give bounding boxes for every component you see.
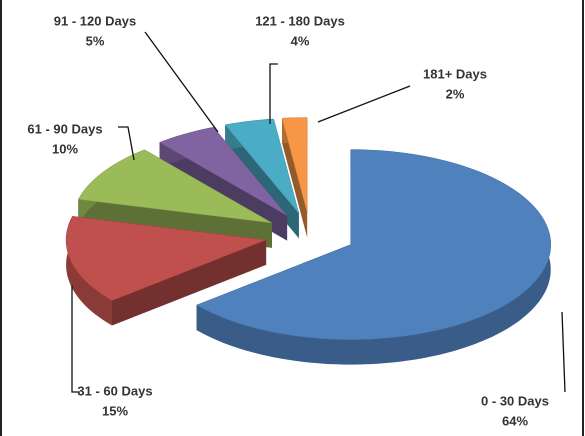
- slice-wall: [196, 149, 551, 365]
- leader-line: [561, 311, 566, 393]
- leader-line: [317, 85, 411, 123]
- leader-line: [118, 126, 135, 161]
- category-label: 61 - 90 Days: [27, 121, 102, 136]
- slice-wall: [66, 216, 112, 326]
- value-label: 4%: [291, 33, 310, 48]
- pie-slice: [196, 149, 551, 365]
- category-label: 0 - 30 Days: [481, 393, 549, 408]
- pie: [65, 117, 551, 365]
- category-label: 181+ Days: [423, 66, 487, 81]
- slice-top: [196, 149, 551, 340]
- leader-line: [71, 285, 80, 393]
- category-label: 121 - 180 Days: [255, 13, 345, 28]
- slice-top: [65, 216, 267, 301]
- leader-line: [144, 31, 219, 133]
- slice-top: [224, 118, 300, 214]
- value-label: 10%: [52, 141, 78, 156]
- category-label: 31 - 60 Days: [77, 383, 152, 398]
- data-labels: 0 - 30 Days 64% 31 - 60 Days 15% 61 - 90 Day…: [27, 13, 549, 428]
- slice-side: [282, 118, 308, 238]
- slice-top: [281, 117, 308, 213]
- value-label: 2%: [446, 86, 465, 101]
- slice-top: [77, 149, 273, 224]
- leader-lines: [71, 31, 566, 393]
- value-label: 64%: [502, 413, 528, 428]
- value-label: 5%: [86, 33, 105, 48]
- pie-slice: [65, 216, 267, 326]
- leader-line: [269, 63, 278, 124]
- value-label: 15%: [102, 403, 128, 418]
- slice-side: [112, 239, 267, 326]
- pie-slice: [281, 117, 308, 238]
- category-label: 91 - 120 Days: [54, 13, 136, 28]
- slice-top: [159, 127, 288, 216]
